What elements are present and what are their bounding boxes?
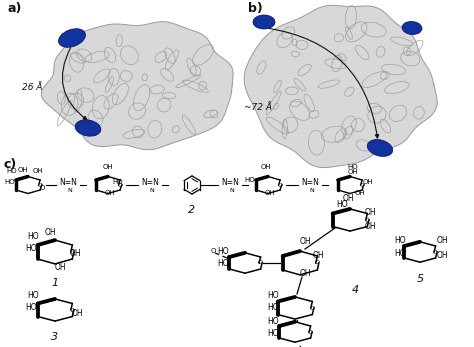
Text: OH: OH [69, 249, 81, 259]
Text: OH: OH [355, 190, 365, 196]
Text: OH: OH [342, 194, 354, 203]
Text: OH: OH [44, 228, 56, 237]
Text: O: O [278, 183, 283, 187]
Text: a): a) [8, 2, 22, 15]
Text: HO: HO [25, 244, 37, 253]
Text: HO: HO [7, 168, 18, 174]
Text: N=N: N=N [301, 178, 319, 186]
Ellipse shape [75, 120, 101, 136]
Text: OH: OH [364, 221, 376, 230]
Text: O: O [360, 183, 365, 187]
Text: O: O [308, 330, 313, 335]
Text: HO: HO [267, 291, 279, 301]
Text: N: N [310, 187, 314, 193]
Text: N=N: N=N [141, 178, 159, 186]
Text: HO: HO [267, 318, 279, 327]
Ellipse shape [58, 29, 85, 47]
Text: OH: OH [364, 208, 376, 217]
Text: OH: OH [312, 251, 324, 260]
Text: OH: OH [363, 179, 374, 185]
Text: HO: HO [27, 231, 39, 240]
Text: N: N [68, 187, 73, 193]
Polygon shape [244, 5, 437, 168]
Text: N: N [150, 187, 155, 193]
Text: HO: HO [394, 249, 406, 259]
Text: HO: HO [217, 259, 229, 268]
Text: 1: 1 [52, 278, 59, 288]
Text: O: O [37, 183, 43, 187]
Ellipse shape [367, 139, 393, 156]
Text: HO: HO [394, 236, 406, 245]
Text: HO: HO [245, 177, 255, 183]
Text: O: O [70, 307, 75, 313]
Text: 26 Å: 26 Å [22, 83, 43, 92]
Ellipse shape [253, 15, 275, 29]
Text: O: O [433, 249, 438, 254]
Text: O: O [258, 261, 263, 265]
Text: O: O [315, 261, 320, 265]
Text: OH: OH [261, 164, 271, 170]
Text: OH: OH [54, 262, 66, 271]
Text: OH: OH [299, 237, 311, 245]
Text: OH: OH [348, 169, 358, 175]
Text: O: O [70, 249, 75, 254]
Text: OH: OH [103, 164, 113, 170]
Text: 3: 3 [52, 332, 59, 342]
Text: N: N [229, 187, 234, 193]
Ellipse shape [402, 22, 422, 35]
Text: OH: OH [105, 190, 115, 196]
Text: O: O [39, 185, 45, 191]
Text: 4: 4 [351, 285, 358, 295]
Text: OH: OH [299, 269, 311, 278]
Text: OH: OH [436, 236, 448, 245]
Text: HO: HO [348, 164, 358, 170]
Text: HO: HO [25, 304, 37, 313]
Text: 2: 2 [189, 205, 196, 215]
Text: N=N: N=N [59, 178, 77, 186]
Text: HO: HO [336, 200, 348, 209]
Text: c): c) [4, 158, 17, 171]
Text: b): b) [248, 2, 263, 15]
Text: 5: 5 [417, 274, 424, 284]
Polygon shape [41, 22, 233, 150]
Text: O: O [210, 248, 216, 254]
Text: OH: OH [18, 167, 28, 173]
Text: OH: OH [33, 168, 43, 174]
Text: OH: OH [264, 190, 275, 196]
Text: HO: HO [217, 246, 229, 255]
Text: N=N: N=N [221, 178, 239, 186]
Text: HO: HO [27, 291, 39, 301]
Text: OH: OH [436, 252, 448, 261]
Text: ~72 Å: ~72 Å [244, 103, 272, 112]
Text: HO: HO [113, 179, 123, 185]
Text: OH: OH [71, 310, 83, 319]
Text: O: O [310, 305, 315, 311]
Text: O: O [118, 183, 123, 187]
Text: HO: HO [5, 179, 15, 185]
Text: O: O [365, 218, 370, 222]
Text: HO: HO [267, 304, 279, 313]
Text: HO: HO [267, 330, 279, 339]
